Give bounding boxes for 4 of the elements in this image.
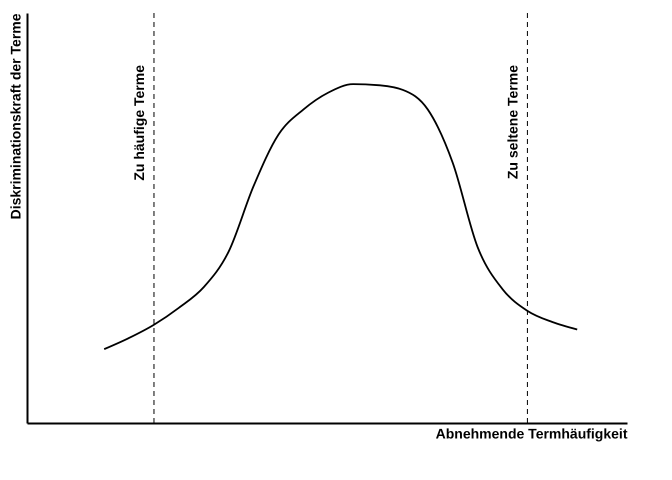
annotation: Zu seltene Terme bbox=[504, 64, 520, 180]
y-axis-title: Diskriminationskraft der Terme bbox=[8, 13, 24, 220]
x-axis-title: Abnehmende Termhäufigkeit bbox=[436, 426, 628, 442]
annotation: Zu häufige Terme bbox=[130, 64, 147, 181]
